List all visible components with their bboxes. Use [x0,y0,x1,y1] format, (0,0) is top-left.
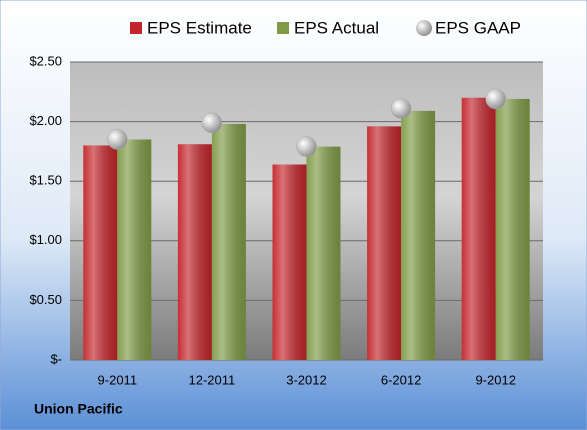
caption: Union Pacific [34,401,123,417]
bar-shine [211,123,246,360]
legend-label: EPS GAAP [435,18,521,37]
y-tick-label: $0.50 [29,292,62,307]
point [107,129,128,150]
legend-marker [277,22,289,34]
x-tick-label: 6-2012 [381,372,421,387]
bar-shine [83,145,118,360]
x-tick-label: 9-2011 [98,372,138,387]
bar-shine [272,164,307,360]
x-tick-label: 3-2012 [286,372,326,387]
x-tick-label: 12-2011 [189,372,236,387]
point [201,112,223,134]
bar-shine [461,97,496,360]
bar-shine [177,144,212,360]
point [296,136,317,157]
bar-shine [367,126,402,360]
bar-shine [495,98,530,361]
y-tick-label: $1.00 [29,232,62,247]
bar-shine [117,139,152,360]
y-tick-label: $2.00 [29,113,62,128]
x-tick-label: 9-2012 [475,372,515,387]
y-tick-label: $- [50,351,62,366]
legend-marker [416,20,432,36]
legend-label: EPS Estimate [147,18,252,37]
bar-shine [401,110,436,360]
bar-shine [306,146,341,360]
point [390,98,412,119]
legend-label: EPS Actual [294,18,379,37]
y-tick-label: $1.50 [29,173,62,188]
legend-marker [130,22,142,34]
point [485,88,506,110]
y-tick-label: $2.50 [29,53,62,68]
